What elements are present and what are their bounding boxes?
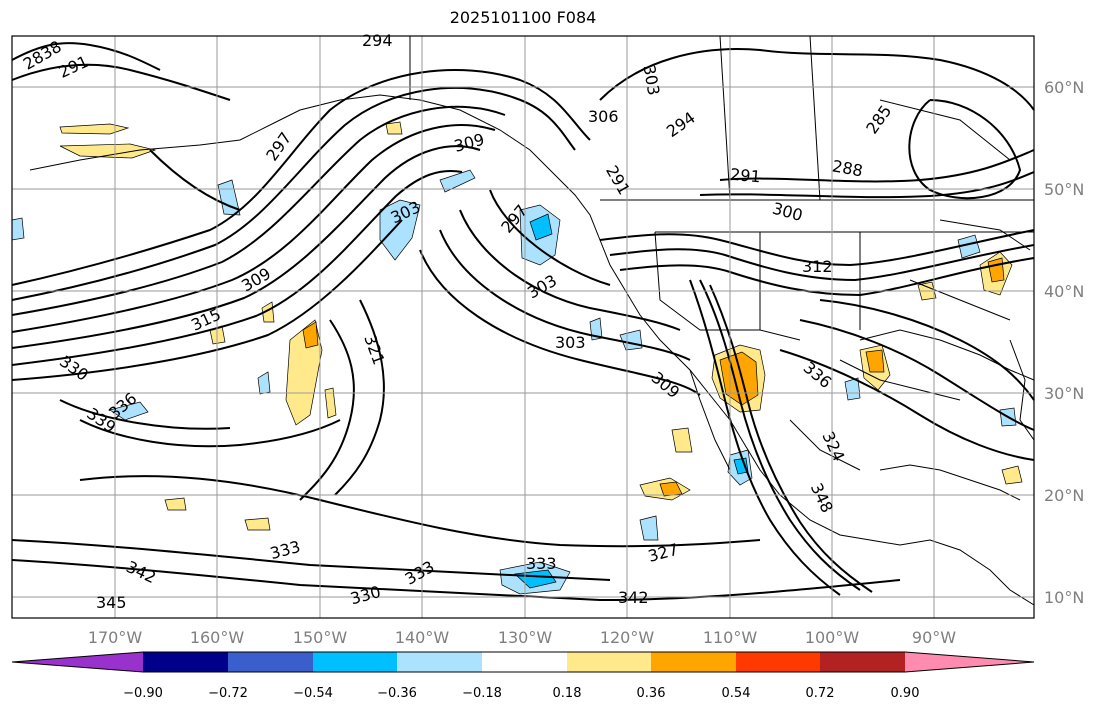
- contour-label: 306: [588, 107, 619, 126]
- contour-label: 303: [555, 333, 586, 352]
- lon-label: 170°W: [88, 628, 143, 647]
- colorbar-segment: [736, 652, 820, 672]
- lon-label: 120°W: [600, 628, 655, 647]
- contour-label: 333: [526, 554, 557, 573]
- colorbar-extend-high: [905, 652, 1034, 672]
- lat-label: 10°N: [1044, 588, 1084, 607]
- lon-label: 100°W: [805, 628, 860, 647]
- colorbar-segment: [651, 652, 736, 672]
- contour-label: 291: [729, 165, 761, 187]
- colorbar-outline: [11, 651, 1035, 673]
- lon-label: 140°W: [395, 628, 450, 647]
- colorbar-tick: −0.90: [123, 686, 163, 701]
- lon-label: 150°W: [293, 628, 348, 647]
- colorbar-tick: −0.54: [293, 686, 333, 701]
- contour-label: 294: [362, 31, 393, 50]
- map-frame: [11, 35, 1035, 619]
- lat-label: 20°N: [1044, 486, 1084, 505]
- lat-label: 60°N: [1044, 78, 1084, 97]
- map-background: [12, 36, 1034, 618]
- colorbar-tick: 0.54: [722, 686, 751, 701]
- colorbar-tick: −0.72: [208, 686, 248, 701]
- contour-label: 345: [96, 593, 127, 612]
- colorbar-tick: 0.72: [806, 686, 835, 701]
- colorbar-segment: [482, 652, 567, 672]
- plot-title: 2025101100 F084: [449, 8, 597, 27]
- colorbar-tick: −0.18: [462, 686, 502, 701]
- contour-label: 312: [802, 257, 833, 276]
- colorbar-tick: −0.36: [377, 686, 417, 701]
- colorbar-extend-low: [12, 652, 143, 672]
- lat-label: 50°N: [1044, 180, 1084, 199]
- contour-label: 342: [618, 588, 649, 607]
- lon-label: 110°W: [703, 628, 758, 647]
- coastlines: [29, 35, 1035, 606]
- colorbar-segment: [313, 652, 397, 672]
- colorbar: −0.90 −0.72 −0.54 −0.36 −0.18 0.18 0.36 …: [11, 651, 1035, 701]
- contour-lines: [11, 42, 1035, 602]
- lon-label: 90°W: [912, 628, 956, 647]
- colorbar-segment: [567, 652, 651, 672]
- colorbar-segment: [820, 652, 905, 672]
- lon-label: 160°W: [190, 628, 245, 647]
- longitude-labels: 170°W 160°W 150°W 140°W 130°W 120°W 110°…: [88, 628, 956, 647]
- colorbar-segment: [228, 652, 313, 672]
- anomaly-shading: [11, 121, 1023, 595]
- lat-label: 40°N: [1044, 282, 1084, 301]
- colorbar-tick: 0.90: [891, 686, 920, 701]
- colorbar-tick: 0.18: [553, 686, 582, 701]
- colorbar-tick: 0.36: [637, 686, 666, 701]
- colorbar-segment: [397, 652, 482, 672]
- latitude-labels: 60°N 50°N 40°N 30°N 20°N 10°N: [1044, 78, 1084, 607]
- lon-label: 130°W: [498, 628, 553, 647]
- graticule: [12, 36, 1034, 618]
- colorbar-segment: [143, 652, 228, 672]
- lat-label: 30°N: [1044, 384, 1084, 403]
